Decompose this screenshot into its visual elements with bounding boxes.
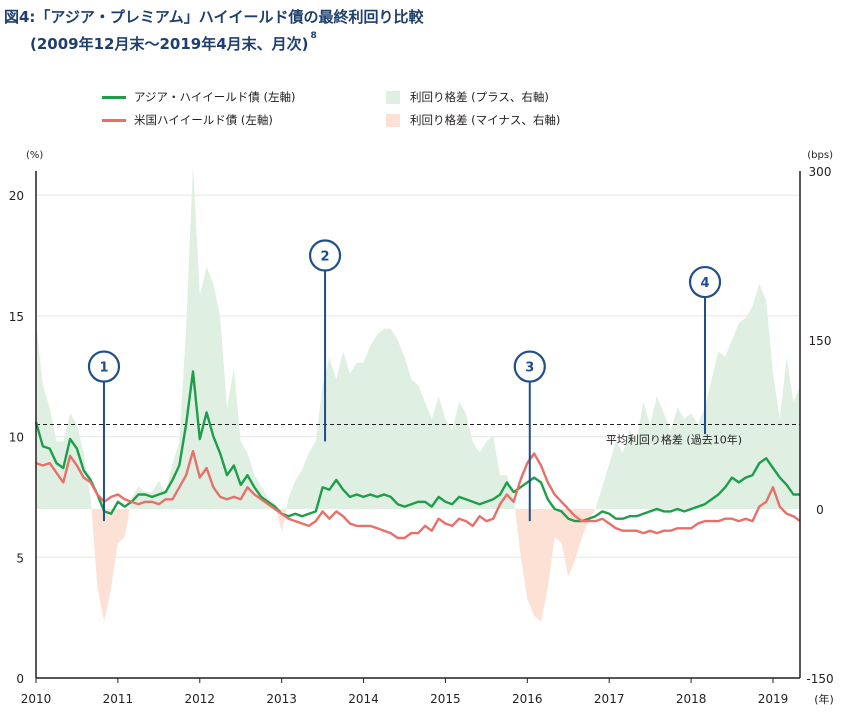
y-left-tick-label: 15 — [9, 310, 24, 324]
chart-subtitle: (2009年12月末〜2019年4月末、月次) 8 — [30, 31, 317, 54]
marker-circle — [87, 350, 121, 383]
spread-area — [36, 165, 801, 622]
legend-swatch-us — [102, 118, 126, 122]
event-markers: 1 2 3 4 — [87, 239, 722, 522]
x-tick-label: 2014 — [348, 692, 379, 706]
x-tick-label: 2012 — [184, 692, 215, 706]
x-tick-label: 2019 — [758, 692, 789, 706]
legend-label-spread-positive: 利回り格差 (プラス、右軸) — [410, 90, 549, 104]
asia-yield-line — [34, 370, 801, 523]
legend-item-us: 米国ハイイールド債 (左軸) — [102, 112, 273, 128]
x-tick-label: 2015 — [430, 692, 461, 706]
y-right-tick-label: 300 — [809, 165, 832, 179]
x-tick-label: 2016 — [512, 692, 543, 706]
x-tick-label: 2013 — [266, 692, 297, 706]
marker-label: 1 — [99, 361, 108, 376]
x-tick-label: 2011 — [103, 692, 134, 706]
spread-area-negative — [36, 509, 801, 622]
marker-circle — [513, 350, 546, 383]
y-left-unit: (%) — [26, 150, 43, 161]
legend-swatch-spread-negative — [386, 113, 400, 127]
legend-swatch-spread-positive — [386, 90, 400, 104]
subtitle-text: (2009年12月末〜2019年4月末、月次) — [30, 35, 309, 53]
x-tick-label: 2010 — [21, 692, 52, 706]
y-left-tick-label: 0 — [16, 672, 24, 686]
legend-label-spread-negative: 利回り格差 (マイナス、右軸) — [410, 113, 561, 127]
legend-item-asia: アジア・ハイイールド債 (左軸) — [102, 89, 295, 105]
y-left-tick-label: 5 — [16, 551, 24, 565]
y-right-unit: (bps) — [807, 150, 833, 161]
legend-swatch-asia — [102, 95, 126, 99]
legend-item-spread-positive: 利回り格差 (プラス、右軸) — [386, 89, 549, 105]
x-tick-label: 2018 — [676, 692, 707, 706]
marker-circle — [688, 265, 722, 299]
y-left-tick-label: 20 — [9, 189, 24, 203]
x-tick-label: 2017 — [594, 692, 625, 706]
marker-label: 2 — [321, 250, 330, 265]
marker-circle — [308, 239, 342, 272]
spread-area-positive — [36, 165, 801, 509]
marker-label: 4 — [700, 276, 709, 291]
footnote-mark: 8 — [310, 31, 317, 41]
x-unit: (年) — [814, 692, 834, 706]
y-right-tick-label: 150 — [809, 334, 832, 348]
yield-lines — [34, 370, 801, 540]
axes: 0 5 10 15 20 (%) -150 0 150 300 (bps) 2010 2011 2012 2… — [9, 150, 834, 706]
legend-label-us: 米国ハイイールド債 (左軸) — [134, 113, 273, 127]
average-spread-label: 平均利回り格差 (過去10年) — [606, 433, 742, 447]
marker-label: 3 — [525, 361, 534, 376]
legend-label-asia: アジア・ハイイールド債 (左軸) — [134, 90, 296, 104]
reference-line: 平均利回り格差 (過去10年) — [36, 424, 800, 447]
y-right-tick-label: -150 — [806, 672, 833, 686]
chart-title: 図4:「アジア・プレミアム」ハイイールド債の最終利回り比較 — [4, 8, 424, 26]
y-right-tick-label: 0 — [816, 503, 824, 517]
us-yield-line — [35, 449, 801, 540]
y-left-tick-label: 10 — [9, 431, 24, 445]
legend-item-spread-negative: 利回り格差 (マイナス、右軸) — [386, 112, 560, 128]
